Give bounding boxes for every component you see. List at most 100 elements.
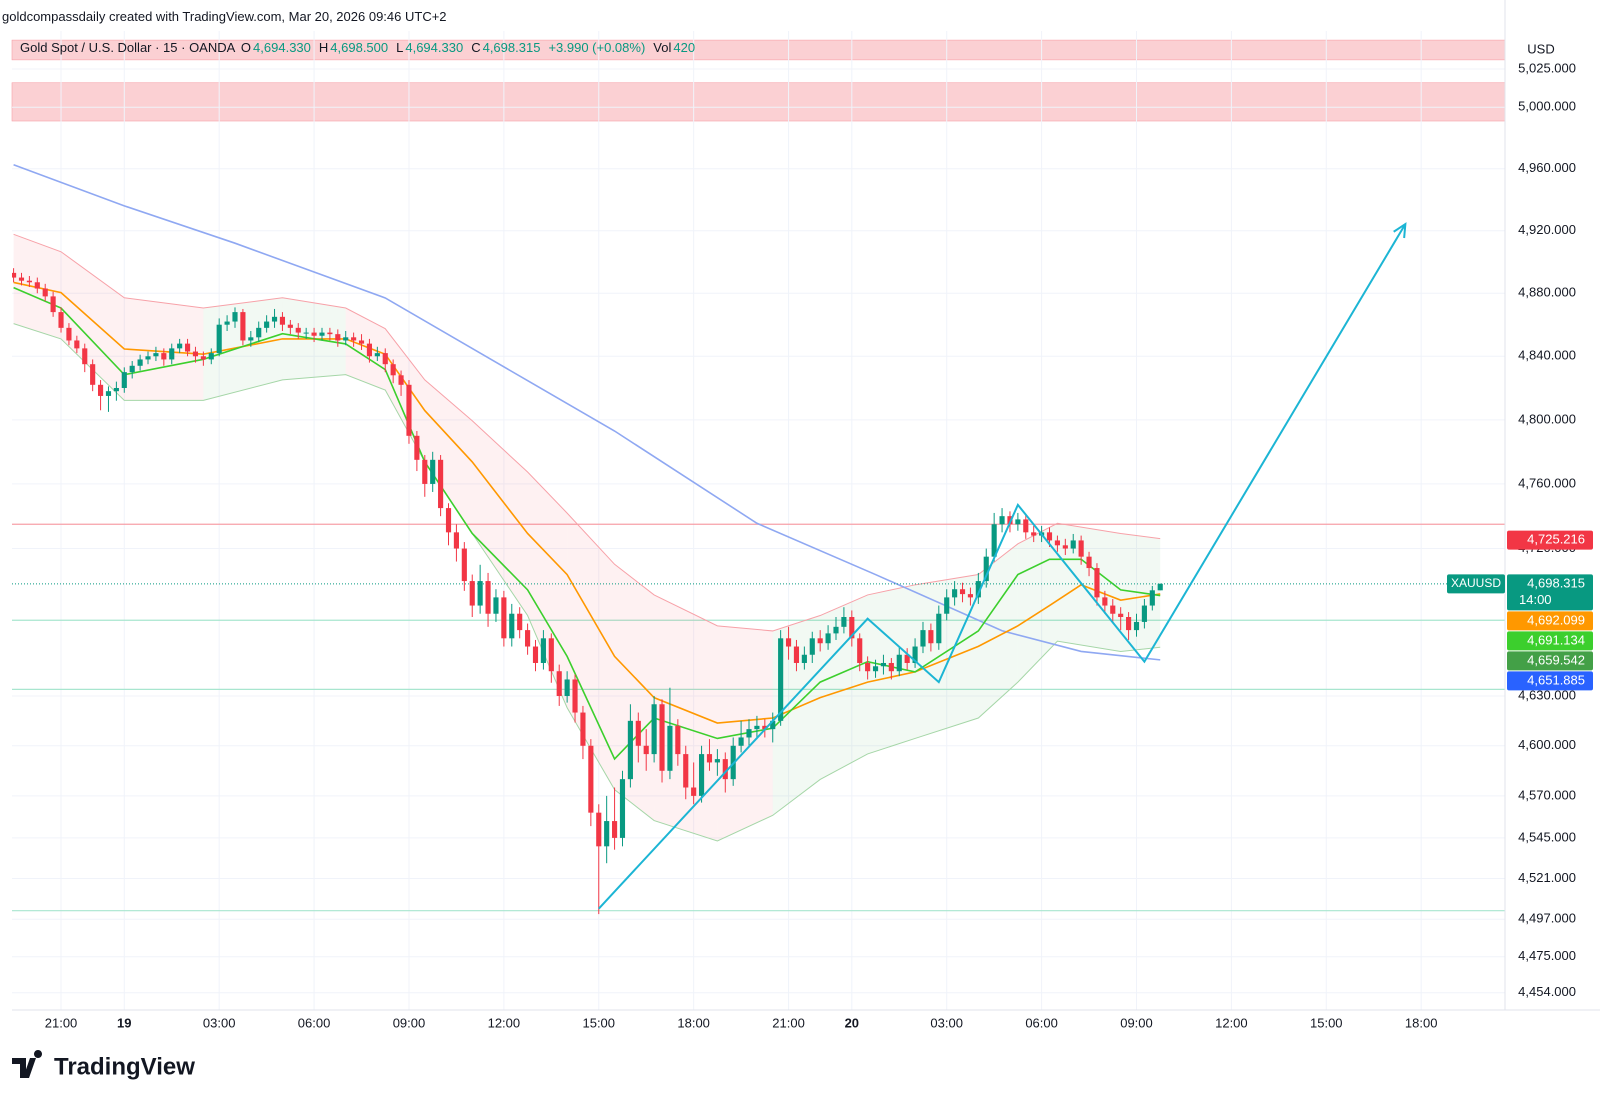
candle-body xyxy=(722,759,728,780)
candle-body xyxy=(240,312,246,341)
legend-value: 4,694.330 xyxy=(253,40,311,55)
candle-body xyxy=(754,725,760,730)
legend-value: 4,698.315 xyxy=(482,40,541,55)
candle-body xyxy=(865,662,871,672)
candle-body xyxy=(74,340,80,349)
price-label: 4,651.885 xyxy=(1527,672,1585,687)
candle-body xyxy=(817,638,823,644)
price-label-box xyxy=(1507,651,1593,671)
price-label: 4,659.542 xyxy=(1527,652,1585,667)
candle-body xyxy=(509,613,515,639)
y-tick-label: 4,630.000 xyxy=(1518,687,1576,702)
candle-body xyxy=(556,671,562,696)
candle-body xyxy=(604,821,610,847)
candle-body xyxy=(501,597,507,639)
candle-body xyxy=(461,548,467,582)
candle-body xyxy=(849,617,855,639)
candle-body xyxy=(833,626,839,634)
band-fill xyxy=(527,472,568,708)
candle-body xyxy=(706,754,713,763)
y-tick-label: 4,800.000 xyxy=(1518,411,1576,426)
band-fill xyxy=(820,594,868,780)
candle-body xyxy=(952,589,958,598)
candle-body xyxy=(612,821,618,838)
candle-body xyxy=(406,384,412,436)
legend-value: 4,698.500 xyxy=(330,40,389,55)
candle-body xyxy=(912,646,918,663)
candle-body xyxy=(50,296,56,313)
brand: TradingView xyxy=(54,1053,195,1080)
x-tick-label: 06:00 xyxy=(1025,1015,1058,1030)
moving-average xyxy=(13,281,1161,724)
candle-body xyxy=(944,597,950,614)
candle-body xyxy=(651,704,657,755)
candle-body xyxy=(1031,532,1037,536)
candle-body xyxy=(271,316,278,322)
candle-body xyxy=(208,353,214,360)
candle-body xyxy=(374,353,380,357)
candle-body xyxy=(572,679,578,713)
candle-body xyxy=(596,812,602,847)
candle-body xyxy=(200,356,206,360)
unit-box xyxy=(1516,38,1566,60)
y-tick-label: 4,497.000 xyxy=(1518,911,1576,926)
drawing-line xyxy=(598,223,1407,910)
x-tick-label: 09:00 xyxy=(1120,1015,1153,1030)
candle-body xyxy=(477,581,483,606)
y-tick-label: 4,545.000 xyxy=(1518,829,1576,844)
candle-body xyxy=(453,532,459,549)
price-label-box xyxy=(1507,574,1593,611)
symbol-label: XAUUSD xyxy=(1451,576,1501,590)
price-label-box xyxy=(1507,631,1593,651)
candle-body xyxy=(920,630,926,647)
candle-body xyxy=(319,332,325,336)
candle-body xyxy=(1015,519,1021,525)
candle-body xyxy=(762,725,768,730)
legend-value: 4,694.330 xyxy=(405,40,464,55)
candle-body xyxy=(382,353,388,365)
candle-body xyxy=(66,327,72,341)
candle-body xyxy=(90,364,96,385)
candle-body xyxy=(1070,540,1076,549)
candle-body xyxy=(26,280,32,283)
band-fill xyxy=(61,251,125,401)
candle-body xyxy=(18,277,25,281)
candle-body xyxy=(746,729,752,738)
candle-body xyxy=(58,312,64,328)
brand-logo: TradingView xyxy=(12,1049,195,1080)
candle-body xyxy=(295,327,301,333)
candle-body xyxy=(896,654,902,672)
candle-body xyxy=(580,712,586,746)
candle-body xyxy=(12,272,17,278)
y-unit: USD xyxy=(1527,41,1554,56)
x-tick-label: 20 xyxy=(845,1015,859,1030)
price-label: 4,692.099 xyxy=(1527,612,1585,627)
legend-key: O xyxy=(240,40,252,55)
x-tick-label: 15:00 xyxy=(1310,1015,1343,1030)
x-tick-label: 18:00 xyxy=(677,1015,710,1030)
candle-body xyxy=(675,725,681,755)
candle-body xyxy=(983,556,989,582)
x-tick-label: 03:00 xyxy=(203,1015,236,1030)
candle-body xyxy=(564,679,570,696)
y-tick-label: 5,025.000 xyxy=(1518,60,1576,75)
candle-body xyxy=(493,597,499,614)
candle-body xyxy=(129,365,135,373)
candle-body xyxy=(137,359,143,366)
candle-body xyxy=(422,459,428,484)
x-tick-label: 12:00 xyxy=(1215,1015,1248,1030)
legend-key: Vol xyxy=(653,40,672,55)
price-label: 4,691.134 xyxy=(1527,632,1585,647)
candle-body xyxy=(469,581,475,606)
y-tick-label: 4,475.000 xyxy=(1518,948,1576,963)
axes: 5,025.000 5,000.000 4,960.000 4,920.000 4,88… xyxy=(12,0,1600,1030)
candle-body xyxy=(770,720,776,730)
y-tick-label: 5,000.000 xyxy=(1518,99,1576,114)
band-fill xyxy=(472,420,528,616)
candle-body xyxy=(841,617,847,627)
candle-body xyxy=(438,459,444,509)
candle-body xyxy=(857,638,863,663)
x-tick-label: 09:00 xyxy=(393,1015,426,1030)
